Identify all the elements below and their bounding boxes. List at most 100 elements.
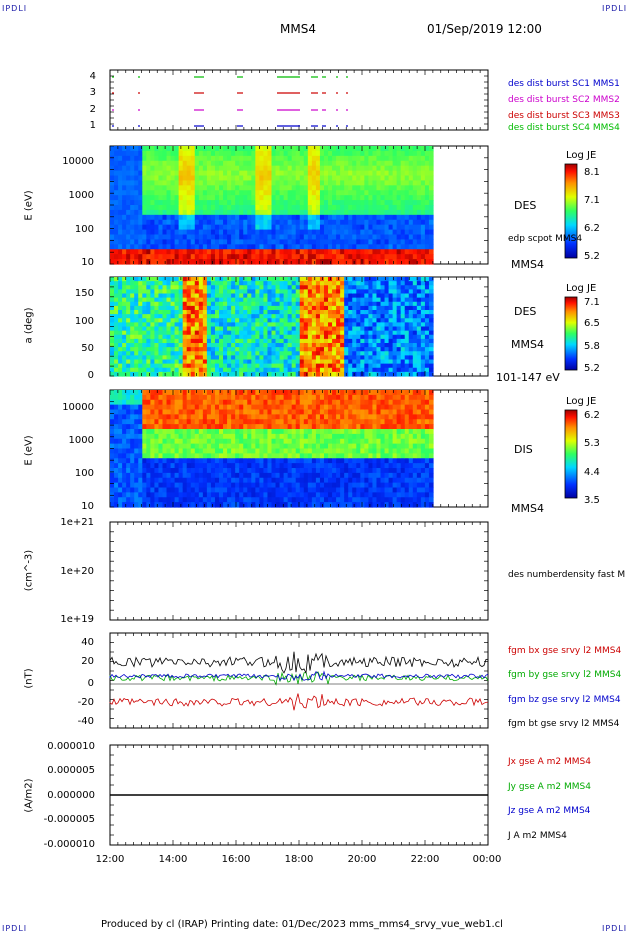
des-energy-cell	[158, 239, 164, 245]
des-pitch-cell	[114, 343, 119, 348]
des-pitch-cell	[392, 305, 398, 311]
dis-energy-cell	[110, 497, 115, 503]
des-pitch-cell	[110, 351, 115, 356]
des-energy-cell	[311, 209, 317, 216]
des-pitch-cell	[210, 326, 216, 332]
des-pitch-cell	[158, 314, 164, 319]
des-energy-cell	[271, 165, 277, 172]
des-pitch-cell	[126, 297, 131, 303]
dis-energy-cell	[134, 404, 139, 411]
des-pitch-cell	[202, 338, 208, 344]
des-energy-cell	[376, 224, 382, 231]
des-energy-cell	[158, 214, 164, 221]
dis-energy-cell	[174, 497, 180, 503]
des-pitch-cell	[138, 318, 143, 323]
dis-energy-cell	[251, 492, 256, 498]
des-pitch-cell	[267, 281, 273, 286]
des-pitch-cell	[340, 322, 345, 328]
des-energy-cell	[219, 205, 224, 211]
des-pitch-cell	[352, 359, 357, 365]
des-pitch-cell	[154, 330, 160, 336]
des-pitch-cell	[416, 330, 422, 336]
des-energy-cell	[332, 190, 337, 196]
des-energy-cell	[299, 249, 305, 255]
des-energy-cell	[340, 209, 345, 216]
des-pitch-cell	[271, 314, 277, 319]
dis-energy-cell	[182, 487, 188, 493]
des-pitch-cell	[263, 371, 269, 377]
des-energy-cell	[114, 254, 119, 260]
des-energy-cell	[348, 219, 353, 226]
des-pitch-cell	[243, 371, 248, 377]
des-energy-cell	[287, 175, 293, 182]
des-energy-cell	[372, 155, 378, 162]
des-energy-cell	[190, 165, 196, 172]
des-energy-cell	[158, 160, 164, 167]
dis-energy-cell	[118, 390, 123, 396]
des-pitch-cell	[372, 367, 378, 373]
des-pitch-cell	[307, 371, 313, 377]
des-pitch-cell	[146, 297, 151, 303]
dis-energy-cell	[178, 438, 184, 445]
des-energy-cell	[202, 200, 208, 206]
des-energy-cell	[158, 244, 164, 250]
des-pitch-cell	[328, 293, 333, 299]
des-pitch-cell	[255, 343, 260, 348]
des-pitch-cell	[291, 285, 297, 290]
des-energy-cell	[194, 185, 200, 191]
dis-energy-cell	[146, 497, 151, 503]
dis-energy-cell	[223, 429, 228, 435]
des-energy-cell	[332, 259, 337, 265]
dis-energy-cell	[235, 433, 240, 440]
des-pitch-cell	[392, 289, 398, 295]
des-energy-cell	[198, 254, 204, 260]
dis-energy-cell	[295, 419, 301, 425]
des-energy-cell	[376, 209, 382, 216]
des-energy-cell	[146, 175, 151, 182]
dis-energy-cell	[206, 409, 212, 415]
des-pitch-cell	[267, 301, 273, 307]
des-pitch-cell	[130, 347, 135, 352]
des-pitch-cell	[364, 285, 369, 290]
des-pitch-cell	[368, 330, 374, 336]
dis-energy-cell	[287, 394, 293, 401]
des-pitch-cell	[356, 355, 361, 361]
des-energy-cell	[190, 175, 196, 182]
dis-energy-cell	[267, 414, 273, 420]
dis-energy-cell	[251, 468, 256, 474]
des-energy-cell	[118, 160, 123, 167]
des-energy-cell	[170, 150, 176, 157]
des-energy-cell	[311, 150, 317, 157]
des-pitch-cell	[412, 305, 418, 311]
des-pitch-cell	[198, 318, 204, 323]
des-energy-cell	[202, 195, 208, 201]
des-energy-cell	[150, 219, 156, 226]
des-energy-cell	[408, 224, 414, 231]
des-energy-cell	[239, 150, 244, 157]
des-pitch-cell	[372, 301, 378, 307]
des-energy-cell	[307, 175, 313, 182]
dis-energy-cell	[259, 394, 265, 401]
dis-energy-cell	[223, 394, 228, 401]
des-energy-cell	[420, 180, 426, 186]
des-energy-cell	[239, 170, 244, 177]
des-energy-cell	[392, 254, 398, 260]
des-pitch-cell	[122, 301, 127, 307]
des-pitch-cell	[424, 326, 430, 332]
des-pitch-cell	[235, 371, 240, 377]
dis-energy-cell	[158, 468, 164, 474]
des-pitch-cell	[291, 355, 297, 361]
des-pitch-cell	[299, 322, 305, 328]
dis-energy-cell	[214, 429, 220, 435]
des-pitch-cell	[408, 343, 414, 348]
dis-energy-cell	[146, 443, 151, 450]
des-pitch-cell	[110, 330, 115, 336]
dis-energy-cell	[110, 394, 115, 401]
des-pitch-cell	[428, 371, 434, 377]
des-energy-cell	[412, 224, 418, 231]
des-pitch-cell	[307, 318, 313, 323]
des-pitch-cell	[400, 326, 406, 332]
des-pitch-cell	[178, 314, 184, 319]
des-energy-cell	[267, 190, 273, 196]
des-energy-cell	[206, 155, 212, 162]
